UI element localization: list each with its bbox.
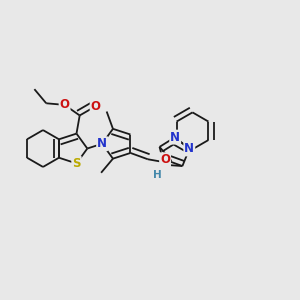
Text: O: O [160, 153, 170, 166]
Text: O: O [91, 100, 100, 113]
Text: O: O [60, 98, 70, 111]
Text: N: N [170, 130, 180, 144]
Text: N: N [184, 142, 194, 155]
Text: S: S [72, 157, 81, 170]
Text: N: N [97, 137, 107, 150]
Text: H: H [153, 170, 161, 180]
